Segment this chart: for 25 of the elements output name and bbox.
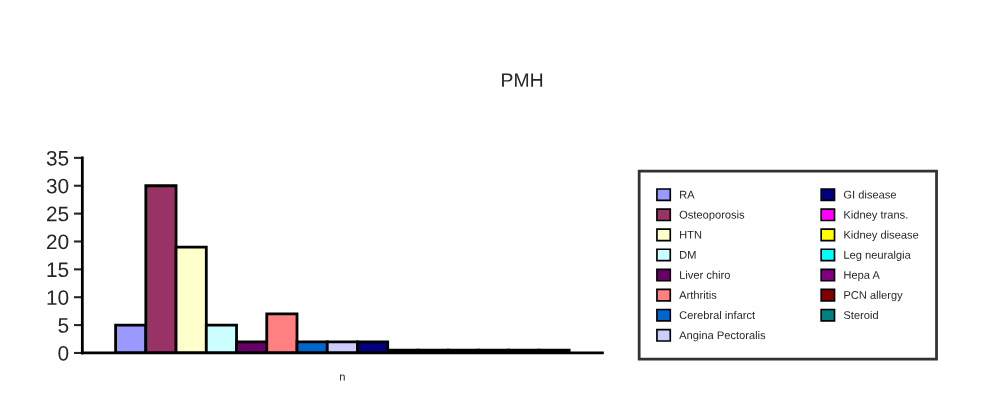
legend-label: HTN bbox=[680, 230, 702, 239]
legend-label: Liver chiro bbox=[680, 270, 730, 279]
y-tick-label: 25 bbox=[47, 206, 69, 222]
y-tick-label: 35 bbox=[46, 150, 69, 166]
y-tick-label: 10 bbox=[47, 290, 69, 305]
legend-label: DM bbox=[680, 251, 696, 259]
legend-label: RA bbox=[680, 190, 695, 199]
legend-label: Osteoporosis bbox=[679, 210, 745, 221]
y-tick-label: 0 bbox=[58, 345, 69, 361]
legend-label: Steroid bbox=[843, 310, 878, 320]
y-tick-label: 20 bbox=[47, 234, 69, 250]
legend-label: Cerebral infarct bbox=[679, 310, 756, 320]
legend-label: Arthritis bbox=[679, 290, 717, 299]
legend-label: Hepa A bbox=[844, 271, 880, 282]
legend-label: Leg neuralgia bbox=[844, 250, 911, 262]
legend-label: Kidney trans. bbox=[844, 210, 908, 221]
y-tick-label: 15 bbox=[47, 262, 69, 278]
legend-label: GI disease bbox=[843, 190, 897, 199]
legend-label: Angina Pectoralis bbox=[679, 330, 766, 342]
legend-label: PCN allergy bbox=[844, 290, 903, 302]
y-tick-label: 30 bbox=[46, 178, 69, 194]
legend-label: Kidney disease bbox=[844, 230, 919, 241]
x-tick-label: n bbox=[340, 374, 345, 381]
chart-title: PMH bbox=[502, 73, 543, 87]
y-tick-label: 5 bbox=[58, 318, 69, 333]
